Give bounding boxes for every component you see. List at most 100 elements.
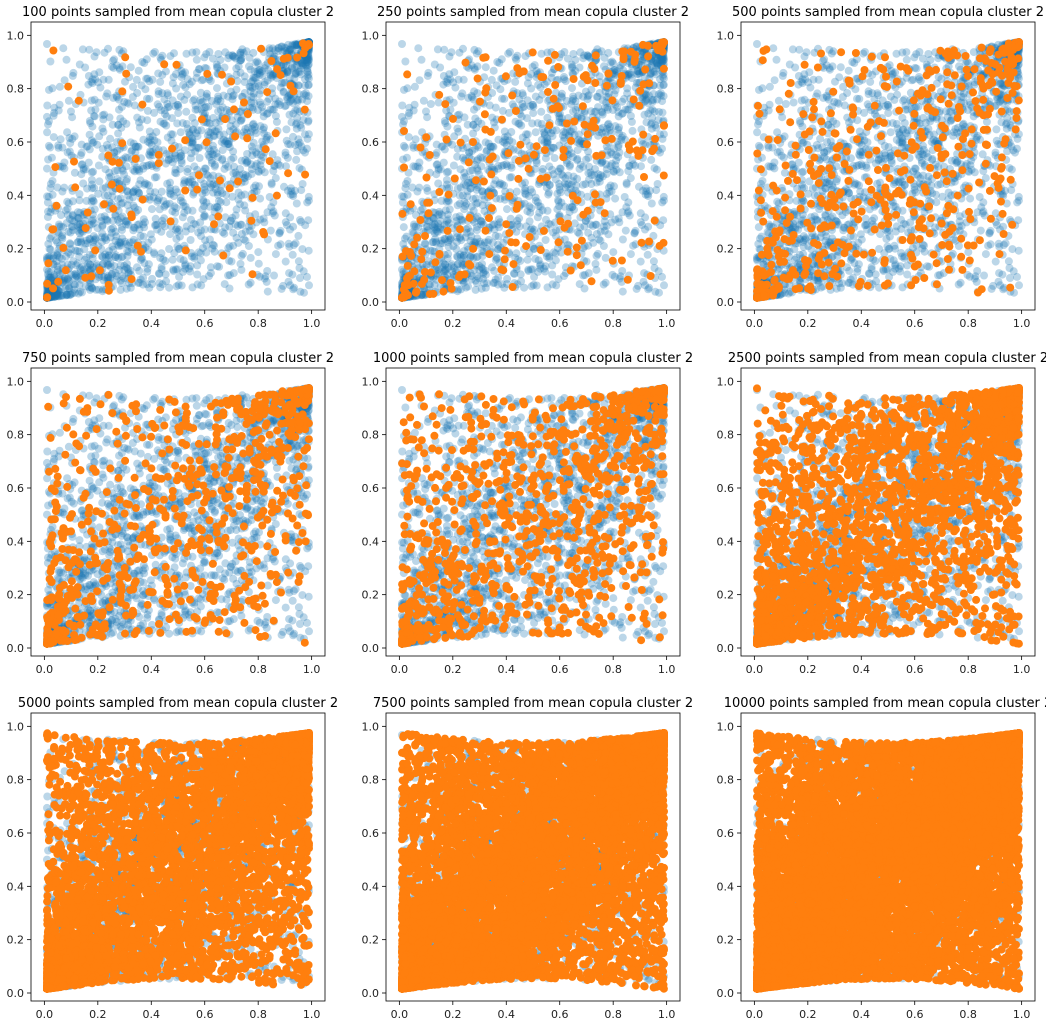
reference-point (431, 238, 440, 247)
reference-point (140, 223, 149, 232)
sample-point (263, 88, 272, 97)
reference-point (640, 110, 649, 119)
reference-point (162, 149, 171, 158)
reference-point (445, 52, 454, 61)
reference-point (286, 281, 295, 290)
reference-point (454, 260, 462, 268)
reference-point (244, 280, 253, 289)
reference-point (45, 244, 54, 253)
reference-point (630, 229, 639, 238)
reference-point (76, 266, 85, 275)
reference-point (89, 138, 98, 146)
reference-point (436, 63, 445, 72)
reference-point (46, 143, 55, 152)
reference-point (204, 102, 213, 111)
reference-point (434, 179, 443, 188)
reference-point (542, 183, 551, 192)
reference-point (186, 154, 195, 163)
reference-point (531, 196, 540, 205)
reference-point (600, 62, 608, 71)
reference-point (236, 165, 244, 173)
reference-point (415, 76, 424, 85)
reference-point (281, 60, 290, 69)
reference-point (531, 254, 540, 263)
reference-point (148, 274, 157, 283)
reference-point (78, 288, 86, 297)
reference-point (573, 228, 582, 237)
reference-point (209, 141, 217, 150)
reference-point (267, 73, 276, 82)
reference-point (122, 220, 130, 229)
sample-point (441, 100, 450, 109)
sample-point (501, 246, 509, 255)
reference-point (167, 154, 176, 163)
reference-point (86, 260, 94, 269)
reference-point (269, 198, 278, 207)
reference-point (227, 116, 236, 125)
reference-point (70, 217, 79, 226)
reference-point (659, 74, 668, 83)
reference-point (231, 120, 240, 129)
reference-point (247, 78, 256, 86)
reference-point (423, 222, 432, 231)
reference-point (446, 234, 455, 243)
reference-point (143, 264, 152, 273)
reference-point (85, 283, 94, 292)
reference-point (236, 48, 244, 57)
reference-point (249, 89, 258, 98)
reference-point (152, 128, 161, 136)
reference-point (224, 271, 233, 280)
reference-point (247, 165, 256, 174)
reference-point (527, 282, 536, 291)
sample-point (439, 287, 448, 296)
reference-point (174, 245, 183, 253)
reference-point (557, 198, 566, 207)
sample-point (403, 70, 412, 79)
reference-point (659, 55, 668, 64)
reference-point (621, 226, 630, 235)
reference-point (147, 160, 156, 169)
reference-point (398, 198, 407, 207)
reference-point (439, 72, 448, 80)
reference-point (209, 180, 218, 189)
reference-point (422, 184, 431, 193)
sample-point (422, 133, 431, 142)
reference-point (236, 56, 245, 64)
reference-point (251, 82, 259, 91)
reference-point (529, 101, 538, 109)
reference-point (478, 264, 487, 273)
reference-point (142, 161, 151, 170)
reference-point (439, 80, 448, 89)
reference-point (207, 158, 216, 167)
reference-point (63, 204, 72, 213)
reference-point (46, 208, 55, 217)
sample-point (635, 101, 644, 110)
reference-point (659, 196, 668, 205)
reference-point (469, 195, 478, 204)
reference-point (295, 164, 304, 173)
reference-point (89, 219, 98, 228)
reference-point (156, 283, 165, 292)
reference-point (434, 265, 443, 274)
reference-point (472, 253, 481, 262)
reference-point (534, 256, 543, 265)
sample-point (536, 246, 545, 254)
reference-point (100, 110, 109, 119)
reference-point (263, 287, 272, 296)
reference-point (301, 81, 310, 90)
reference-point (293, 42, 302, 51)
reference-point (177, 156, 186, 165)
reference-point (122, 217, 131, 226)
reference-point (259, 153, 268, 162)
reference-point (220, 229, 229, 238)
reference-point (603, 124, 612, 133)
sample-point (553, 102, 562, 111)
reference-point (491, 103, 500, 112)
reference-point (106, 233, 115, 242)
reference-point (398, 265, 406, 274)
reference-point (84, 158, 93, 167)
reference-point (252, 160, 261, 168)
reference-point (294, 95, 303, 104)
reference-point (123, 187, 132, 196)
reference-point (271, 112, 280, 120)
